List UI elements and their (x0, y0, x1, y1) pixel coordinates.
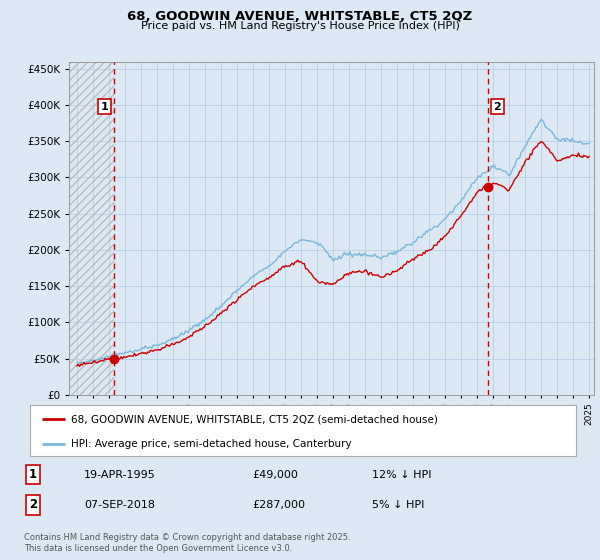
Text: 2: 2 (494, 101, 502, 111)
Text: 07-SEP-2018: 07-SEP-2018 (84, 500, 155, 510)
Text: £287,000: £287,000 (252, 500, 305, 510)
Text: 19-APR-1995: 19-APR-1995 (84, 470, 156, 479)
Text: Price paid vs. HM Land Registry's House Price Index (HPI): Price paid vs. HM Land Registry's House … (140, 21, 460, 31)
Text: 1: 1 (29, 468, 37, 481)
Text: 1: 1 (100, 101, 108, 111)
Bar (69, 62, 114, 395)
Text: 68, GOODWIN AVENUE, WHITSTABLE, CT5 2QZ (semi-detached house): 68, GOODWIN AVENUE, WHITSTABLE, CT5 2QZ … (71, 414, 438, 424)
Text: HPI: Average price, semi-detached house, Canterbury: HPI: Average price, semi-detached house,… (71, 438, 352, 449)
Text: 5% ↓ HPI: 5% ↓ HPI (372, 500, 424, 510)
Text: £49,000: £49,000 (252, 470, 298, 479)
Text: 68, GOODWIN AVENUE, WHITSTABLE, CT5 2QZ: 68, GOODWIN AVENUE, WHITSTABLE, CT5 2QZ (127, 10, 473, 23)
Text: 12% ↓ HPI: 12% ↓ HPI (372, 470, 431, 479)
Text: 2: 2 (29, 498, 37, 511)
Text: Contains HM Land Registry data © Crown copyright and database right 2025.
This d: Contains HM Land Registry data © Crown c… (24, 533, 350, 553)
